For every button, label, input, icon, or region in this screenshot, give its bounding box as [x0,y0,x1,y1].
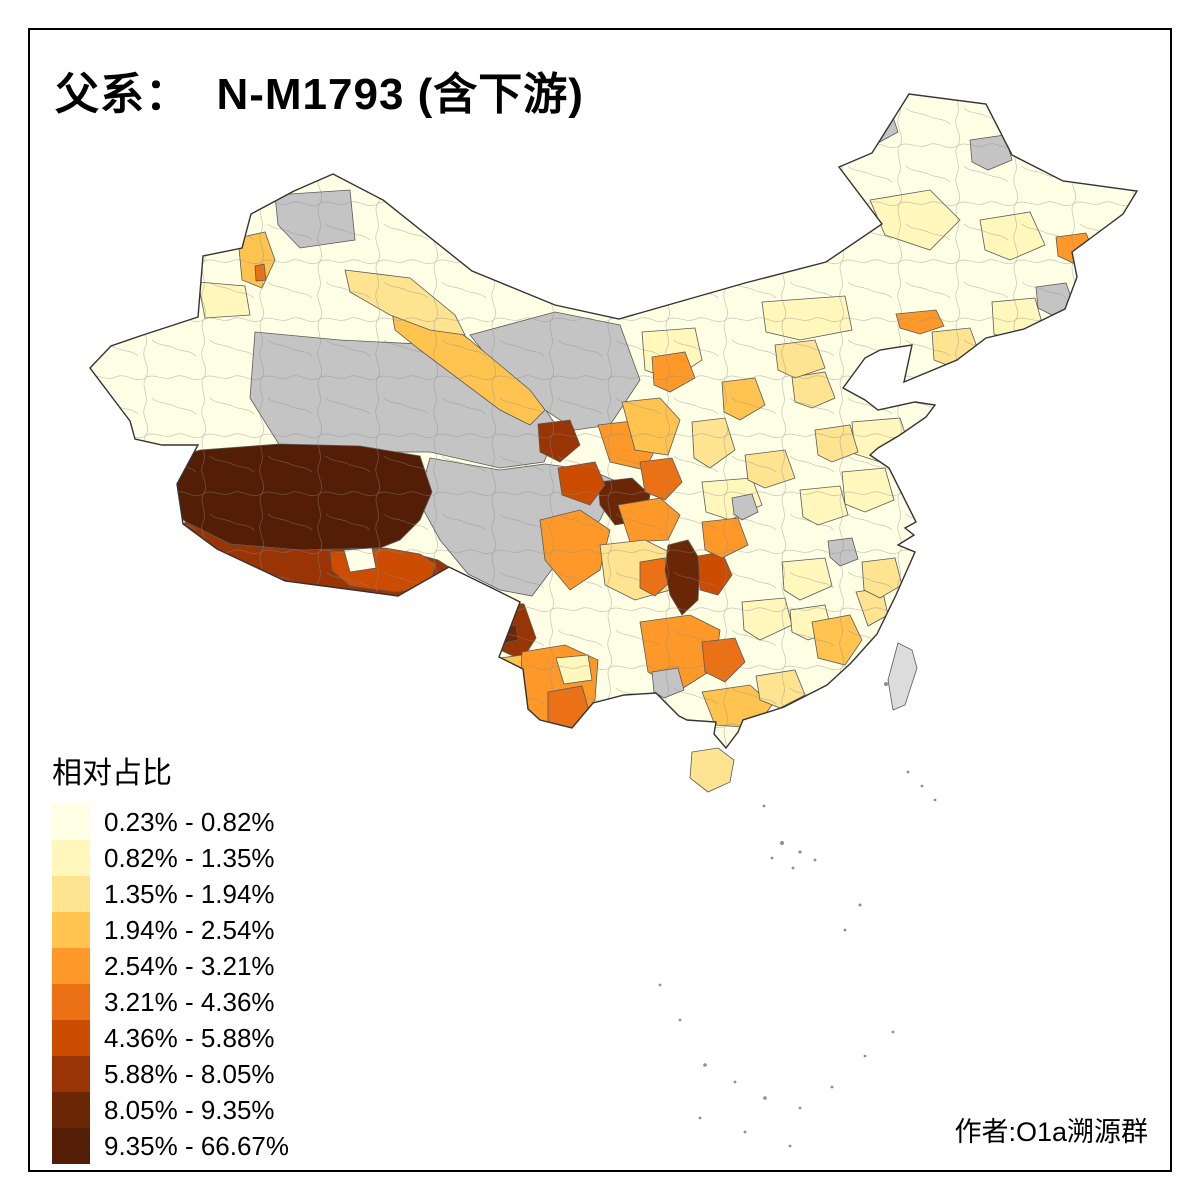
sea-island-dot [891,1030,895,1034]
legend-swatch [52,1020,90,1056]
legend-row: 1.94% - 2.54% [52,912,289,948]
sea-island-dot [858,903,862,907]
sea-island-dot [678,1018,682,1022]
sea-island-dot [703,1063,707,1067]
legend-row: 4.36% - 5.88% [52,1020,289,1056]
author-credit: 作者:O1a溯源群 [954,1117,1148,1147]
legend: 相对占比 0.23% - 0.82% 0.82% - 1.35% 1.35% - 1… [52,748,289,1164]
sea-island-dot [843,928,847,932]
prefecture-boundary-mesh [90,94,1137,748]
sea-island-dot [884,682,888,686]
sea-island-dot [863,1054,867,1058]
sea-island-dot [698,1116,702,1120]
legend-swatch [52,876,90,912]
legend-swatch [52,1128,90,1164]
legend-row: 5.88% - 8.05% [52,1056,289,1092]
legend-row: 0.82% - 1.35% [52,840,289,876]
sea-island-dot [658,983,662,987]
legend-swatch [52,1056,90,1092]
map-region-ne-cell-2 [1061,135,1116,175]
sea-island-dot [906,770,910,774]
legend-label: 1.94% - 2.54% [104,914,275,945]
sea-island-dot [780,841,784,845]
legend-label: 1.35% - 1.94% [104,878,275,909]
legend-label: 4.36% - 5.88% [104,1022,275,1053]
sea-island-dot [798,850,802,854]
legend-row: 3.21% - 4.36% [52,984,289,1020]
china-outline [89,93,1139,750]
sea-island-dot [933,798,937,802]
legend-swatch [52,984,90,1020]
sea-island-dot [743,1130,747,1134]
legend-label: 3.21% - 4.36% [104,986,275,1017]
legend-title: 相对占比 [52,757,172,790]
sea-island-dot [920,784,924,788]
sea-island-dot [762,804,766,808]
legend-swatch [52,912,90,948]
legend-label: 8.05% - 9.35% [104,1094,275,1125]
legend-label: 9.35% - 66.67% [104,1130,290,1161]
sea-island-dot [733,1080,737,1084]
sea-island-dot [798,1106,802,1110]
sea-island-dot [791,866,795,870]
map-region-hainan-island [689,747,735,793]
legend-swatch [52,804,90,840]
legend-row: 0.23% - 0.82% [52,804,289,840]
sea-island-dot [770,856,774,860]
map-region-taiwan-island [887,642,918,711]
legend-row: 1.35% - 1.94% [52,876,289,912]
legend-label: 2.54% - 3.21% [104,950,275,981]
sea-island-dot [788,1144,792,1148]
legend-label: 0.82% - 1.35% [104,842,275,873]
legend-swatch [52,948,90,984]
legend-swatch [52,1092,90,1128]
legend-row: 2.54% - 3.21% [52,948,289,984]
sea-island-dot [830,1085,834,1089]
legend-rows: 0.23% - 0.82% 0.82% - 1.35% 1.35% - 1.94% 1… [52,804,289,1164]
legend-label: 0.23% - 0.82% [104,806,275,837]
legend-swatch [52,840,90,876]
sea-island-dot [763,1096,767,1100]
page-title: 父系： N-M1793 (含下游) [55,70,584,119]
sea-island-dot [813,858,817,862]
legend-row: 8.05% - 9.35% [52,1092,289,1128]
legend-row: 9.35% - 66.67% [52,1128,289,1164]
legend-label: 5.88% - 8.05% [104,1058,275,1089]
